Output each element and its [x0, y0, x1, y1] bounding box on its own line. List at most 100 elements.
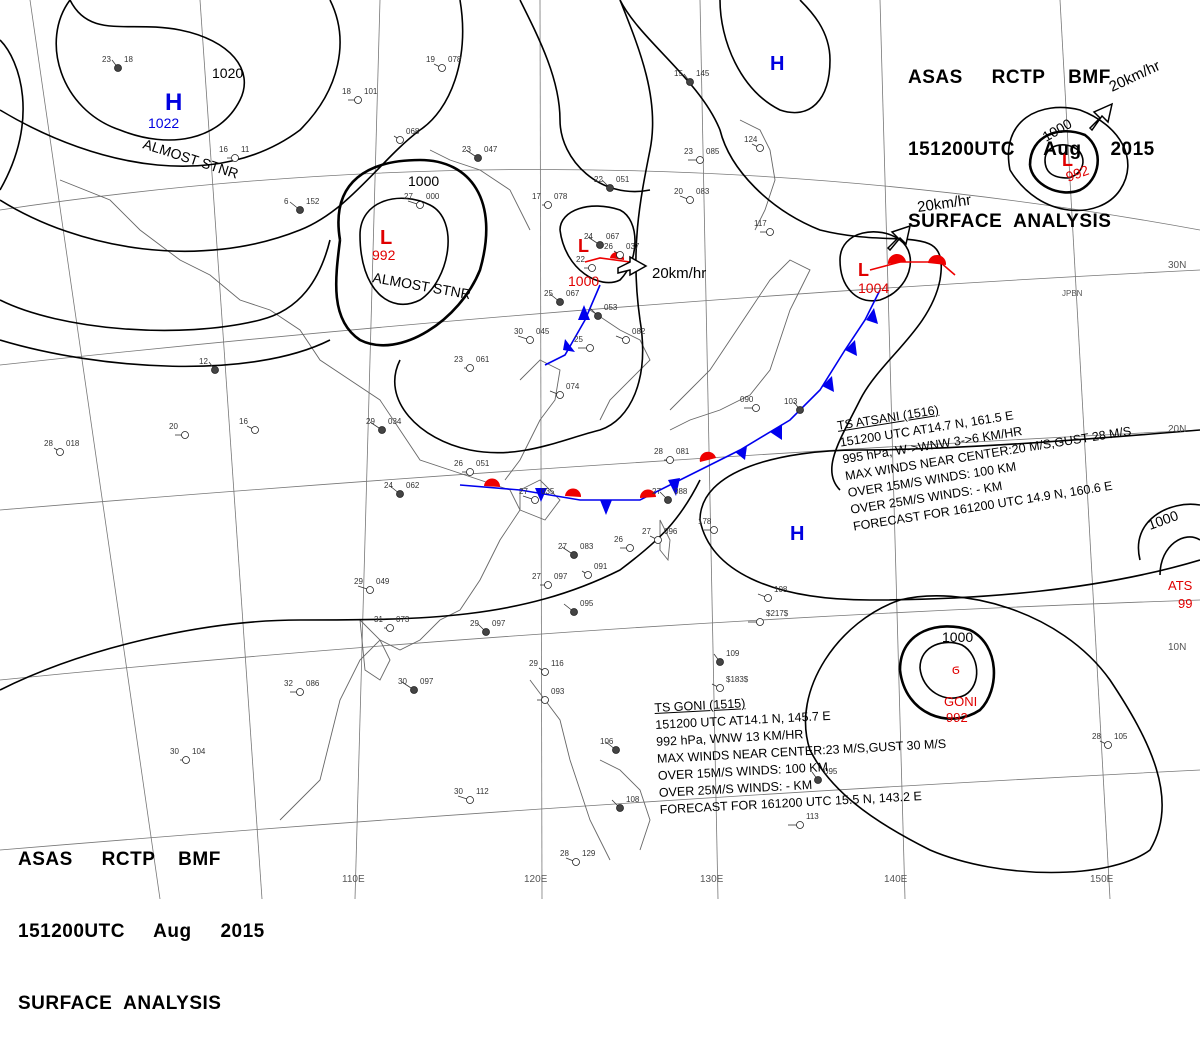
warm-front-bump [887, 253, 906, 264]
station-temp: 29 [470, 619, 479, 628]
station-circle [584, 571, 592, 579]
longitude-label: 140E [884, 874, 908, 885]
station-circle [544, 581, 552, 589]
longitude-label: 110E [342, 874, 365, 885]
station-temp: 12 [199, 357, 208, 366]
station-temp: 22 [576, 255, 585, 264]
station-temp: 26 [454, 459, 463, 468]
station-plot: 27 096 [642, 527, 678, 544]
isobar-label: 1000 [408, 173, 439, 189]
station-temp: 32 [284, 679, 293, 688]
station-plot: 29 034 [366, 417, 402, 434]
station-plot: 23 18 [102, 55, 133, 72]
station-pressure: 108 [626, 795, 640, 804]
station-temp: 29 [354, 577, 363, 586]
station-plot: 28 081 [654, 447, 690, 464]
motion-speed: 20km/hr [652, 265, 706, 282]
station-circle [114, 64, 122, 72]
station-temp: 27 [642, 527, 651, 536]
station-pressure: 018 [66, 439, 80, 448]
station-plot: 30 112 [454, 787, 489, 804]
station-circle [211, 366, 219, 374]
station-plot: 19 078 [426, 55, 462, 72]
station-plot: 28 018 [44, 439, 80, 456]
station-temp: 30 [170, 747, 179, 756]
header-line-2: 151200UTC Aug 2015 [18, 921, 265, 942]
cold-front-barb [668, 478, 680, 496]
station-plot: $183$ [711, 675, 749, 692]
station-plot: 27 035 [519, 487, 555, 504]
station-pressure: 116 [551, 659, 564, 668]
station-circle [586, 344, 594, 352]
station-temp: 28 [1092, 732, 1101, 741]
station-plot: 27 083 [558, 542, 594, 559]
station-circle [626, 544, 634, 552]
station-plot: 29 049 [354, 577, 390, 594]
station-temp: 28 [560, 849, 569, 858]
station-temp: 23 [684, 147, 693, 156]
station-temp: 30 [454, 787, 463, 796]
station-pressure: 097 [492, 619, 506, 628]
station-plot: 31 073 [374, 615, 410, 632]
typhoon-goni-info: TS GONI (1515) 151200 UTC AT14.1 N, 145.… [654, 685, 949, 819]
station-temp: 090 [740, 395, 754, 404]
station-temp: 23 [454, 355, 463, 364]
station-plot: 18 101 [342, 87, 378, 104]
station-plot: 109 [713, 649, 740, 666]
station-plot: 113 [788, 812, 819, 829]
station-circle [251, 426, 259, 434]
station-plot: 30 104 [170, 747, 206, 764]
station-temp: 28 [44, 439, 53, 448]
motion-arrow-icon [617, 255, 648, 277]
cold-front-barb [770, 424, 782, 440]
station-pressure: 097 [420, 677, 434, 686]
station-temp: 23 [462, 145, 471, 154]
station-pressure: 067 [606, 232, 620, 241]
warm-front-bump [565, 488, 582, 497]
station-temp: 29 [366, 417, 375, 426]
station-circle [544, 201, 552, 209]
station-temp: 106 [600, 737, 614, 746]
station-pressure: 047 [484, 145, 498, 154]
station-plot: 29 097 [470, 619, 506, 636]
pressure-value: 992 [372, 247, 396, 263]
station-temp: 27 [519, 487, 528, 496]
place-label: JPBN [1062, 289, 1083, 298]
station-pressure: 045 [536, 327, 550, 336]
station-circle [541, 696, 549, 704]
station-temp: 23 [102, 55, 111, 64]
station-circle [570, 608, 578, 616]
station-plot: 25 [574, 335, 594, 352]
station-pressure: 053 [604, 303, 618, 312]
station-circle [686, 78, 694, 86]
station-temp: 26 [604, 242, 613, 251]
station-circle [596, 241, 604, 249]
station-plot: 17 078 [532, 192, 568, 209]
pressure-value: 992 [1064, 162, 1092, 185]
station-plot: 124 [744, 135, 764, 152]
cold-front-barb [866, 308, 878, 324]
station-circle [606, 184, 614, 192]
station-circle [296, 206, 304, 214]
header-line-2: 151200UTC Aug 2015 [908, 139, 1155, 160]
station-plot: 053 [589, 303, 618, 320]
station-circle [664, 496, 672, 504]
station-temp: 27 [652, 487, 661, 496]
station-circle [666, 456, 674, 464]
motion-arrow-icon [886, 224, 912, 252]
station-plot: 25 067 [544, 289, 580, 306]
station-circle [354, 96, 362, 104]
warm-front-bump [699, 451, 716, 462]
station-pressure: 088 [674, 487, 688, 496]
station-circle [396, 136, 404, 144]
station-plot: 26 037 [604, 242, 640, 259]
station-pressure: 104 [192, 747, 206, 756]
station-temp: 17 [532, 192, 541, 201]
station-circle [466, 796, 474, 804]
station-circle [296, 688, 304, 696]
station-circle [366, 586, 374, 594]
station-temp: 124 [744, 135, 758, 144]
typhoon-name: GONI [944, 694, 977, 709]
cold-front-barb [535, 488, 547, 502]
